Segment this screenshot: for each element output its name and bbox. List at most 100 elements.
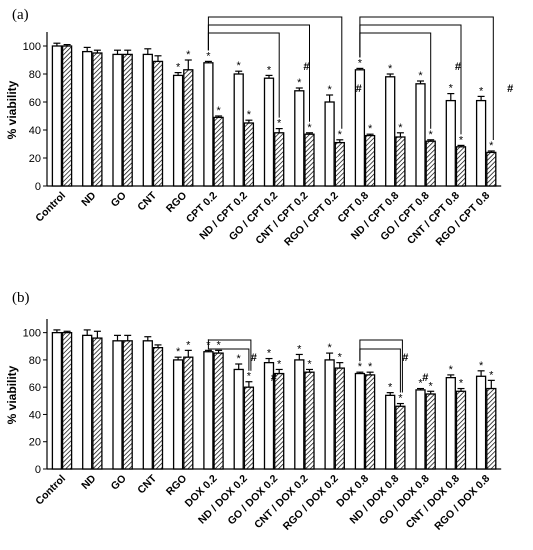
bar-hatched xyxy=(122,340,133,470)
bar-open xyxy=(385,394,396,470)
x-category-label: GO xyxy=(109,190,129,210)
bar-hatched xyxy=(183,356,194,470)
bar-hatched xyxy=(425,393,436,470)
significance-asterisk: * xyxy=(216,339,221,351)
comparison-bracket xyxy=(207,16,343,129)
x-category-label: RGO xyxy=(164,473,189,498)
y-tick-label: 80 xyxy=(29,355,41,367)
bar-hatched xyxy=(364,374,376,470)
bar-open xyxy=(354,372,366,470)
x-category-label: ND xyxy=(79,472,99,492)
significance-hash: # xyxy=(422,372,428,384)
comparison-bracket xyxy=(207,339,250,371)
bar-hatched xyxy=(274,372,285,470)
significance-hash: # xyxy=(271,372,277,384)
bar-hatched xyxy=(334,141,345,187)
panel-label: (a) xyxy=(12,7,29,23)
bar-open xyxy=(172,74,184,187)
significance-asterisk: * xyxy=(338,129,343,141)
x-category-label: RGO / CPT 0.2 xyxy=(282,190,341,249)
bar-open xyxy=(112,53,123,187)
significance-asterisk: * xyxy=(429,129,434,141)
significance-asterisk: * xyxy=(307,122,312,134)
significance-hash: # xyxy=(251,352,257,364)
significance-asterisk: * xyxy=(388,63,393,75)
bar-hatched xyxy=(61,331,73,470)
x-category-label: RGO / CPT 0.8 xyxy=(433,190,492,249)
bar-open xyxy=(415,389,426,470)
significance-asterisk: * xyxy=(418,70,423,82)
panel-a: (a) 0 20 40 60 80 100 % viability Control ND GO CNT… xyxy=(5,7,513,248)
significance-asterisk: * xyxy=(176,62,181,74)
significance-asterisk: * xyxy=(429,380,434,392)
significance-hash: # xyxy=(455,61,461,73)
bar-open xyxy=(172,359,184,470)
significance-asterisk: * xyxy=(277,118,282,130)
bar-open xyxy=(324,359,335,470)
significance-asterisk: * xyxy=(327,84,332,96)
significance-asterisk: * xyxy=(368,361,373,373)
bar-open xyxy=(385,76,396,187)
significance-hash: # xyxy=(303,61,309,73)
bar-open xyxy=(294,359,305,470)
significance-asterisk: * xyxy=(418,378,423,390)
significance-asterisk: * xyxy=(327,342,332,354)
bar-hatched xyxy=(243,122,255,187)
comparison-bracket xyxy=(359,339,403,393)
comparison-bracket xyxy=(207,339,252,371)
y-tick-label: 0 xyxy=(35,464,41,476)
significance-asterisk: * xyxy=(186,49,191,61)
y-tick-label: 100 xyxy=(23,41,41,53)
significance-asterisk: * xyxy=(237,353,242,365)
bar-open xyxy=(415,83,426,187)
significance-asterisk: * xyxy=(388,382,393,394)
y-tick-label: 40 xyxy=(29,125,41,137)
x-category-label: CNT xyxy=(135,472,159,496)
bar-hatched xyxy=(92,52,103,187)
bar-open xyxy=(51,45,63,187)
bar-open xyxy=(112,340,123,470)
y-tick-label: 0 xyxy=(35,181,41,193)
bar-hatched xyxy=(486,387,497,470)
x-category-label: ND xyxy=(79,189,99,209)
bar-hatched xyxy=(304,133,315,187)
significance-hash: # xyxy=(402,352,408,364)
bar-hatched xyxy=(122,53,133,187)
significance-asterisk: * xyxy=(459,134,464,146)
significance-asterisk: * xyxy=(479,360,484,372)
x-category-label: Control xyxy=(33,190,68,225)
significance-asterisk: * xyxy=(277,358,282,370)
bar-open xyxy=(82,334,93,470)
significance-asterisk: * xyxy=(297,343,302,355)
significance-asterisk: * xyxy=(216,105,221,117)
bar-hatched xyxy=(61,45,73,187)
bar-open xyxy=(324,101,335,187)
significance-asterisk: * xyxy=(358,361,363,373)
bar-hatched xyxy=(395,405,406,470)
bar-open xyxy=(475,375,487,470)
bar-hatched xyxy=(364,134,376,187)
y-tick-label: 20 xyxy=(29,437,41,449)
significance-asterisk: * xyxy=(247,371,252,383)
x-category-label: CNT xyxy=(135,189,159,213)
y-tick-label: 60 xyxy=(29,97,41,109)
x-category-label: RGO xyxy=(164,190,189,215)
significance-asterisk: * xyxy=(368,123,373,135)
bar-hatched xyxy=(274,132,285,187)
bar-open xyxy=(203,62,214,187)
panel-b: (b) 0 20 40 60 80 100 % viability Control ND GO CNT… xyxy=(5,290,502,533)
significance-asterisk: * xyxy=(297,77,302,89)
bar-hatched xyxy=(152,346,164,470)
x-category-label: GO xyxy=(109,473,129,493)
significance-asterisk: * xyxy=(479,85,484,97)
x-category-label: RGO / DOX 0.2 xyxy=(281,473,341,533)
bar-open xyxy=(82,50,93,187)
significance-asterisk: * xyxy=(267,64,272,76)
y-tick-label: 100 xyxy=(23,328,41,340)
bar-hatched xyxy=(243,386,255,470)
significance-asterisk: * xyxy=(237,60,242,72)
y-axis-label: % viability xyxy=(5,80,19,139)
significance-hash: # xyxy=(356,83,362,95)
y-tick-label: 60 xyxy=(29,382,41,394)
y-axis-label: % viability xyxy=(5,365,19,424)
